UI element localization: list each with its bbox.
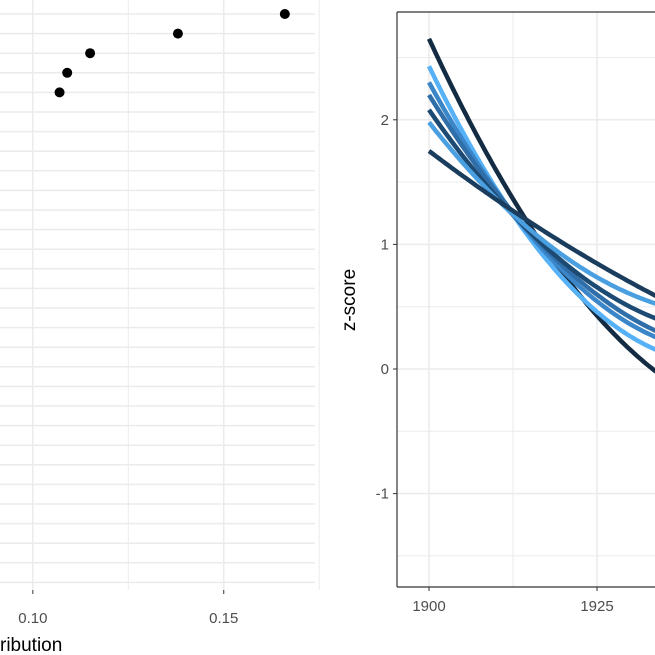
series-line-7 — [427, 149, 655, 298]
right-x-tick-label: 1900 — [412, 598, 445, 615]
right-y-axis-label: z-score — [339, 269, 360, 331]
data-point — [279, 9, 290, 19]
data-point — [172, 28, 183, 39]
left-x-axis-label: ribution — [0, 635, 62, 655]
data-point — [54, 87, 65, 98]
right-x-tick-label: 1925 — [580, 598, 613, 615]
right-plot-area — [397, 12, 655, 587]
right-plot-background — [397, 12, 655, 587]
data-point — [62, 67, 73, 78]
left-x-tick-label: 0.10 — [18, 610, 47, 627]
left-plot-background — [0, 0, 315, 590]
data-point — [85, 48, 96, 59]
left-x-tick-label: 0.15 — [209, 610, 238, 627]
right-y-tick-label: -1 — [376, 486, 389, 503]
series-line-6 — [427, 120, 655, 306]
right-y-tick-label: 1 — [381, 236, 389, 253]
right-y-tick-label: 0 — [381, 361, 389, 378]
series-line-3 — [427, 81, 655, 340]
right-panel: 2 1 0 -1 1900 1925 — [376, 11, 655, 615]
series-line-2 — [426, 65, 655, 352]
right-y-tick-label: 2 — [381, 112, 389, 129]
left-panel: 0.10 0.15 — [0, 0, 320, 627]
series-line-5 — [427, 108, 655, 321]
